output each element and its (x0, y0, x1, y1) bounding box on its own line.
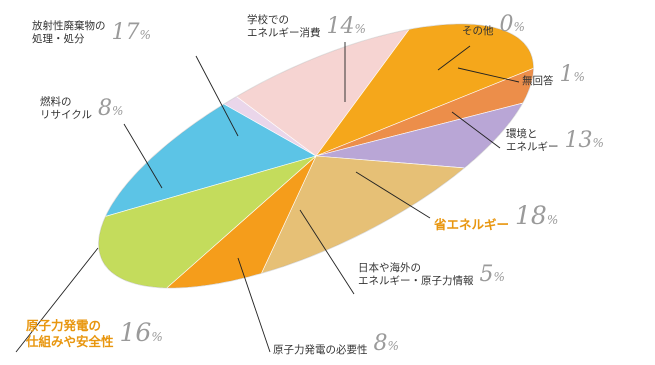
slice-value: 14 (326, 14, 355, 39)
slice-name-line: エネルギー (506, 141, 559, 153)
leader-line-waste (195, 55, 239, 137)
pie-slice-noanswer (223, 96, 317, 157)
slice-name-line: 処理・処分 (32, 33, 85, 45)
slice-name-line: エネルギー消費 (247, 27, 321, 39)
slice-percent: 8% (374, 333, 399, 357)
slice-label-saving: 省エネルギー 18% (434, 203, 558, 233)
slice-label-info: 日本や海外の エネルギー・原子力情報 5% (358, 262, 505, 288)
slice-percent: 1% (560, 64, 585, 88)
slice-name-line: リサイクル (40, 109, 92, 121)
pie-slice-school (104, 103, 317, 217)
percent-sign: % (592, 136, 604, 150)
slice-name-line: 学校での (247, 14, 289, 26)
slice-name: 学校での エネルギー消費 (247, 14, 321, 40)
percent-sign: % (493, 270, 505, 284)
slice-label-noanswer: 無回答 1% (522, 64, 585, 88)
pie-slice-waste (98, 155, 317, 289)
slice-value: 17 (111, 20, 140, 45)
slice-name: 燃料の リサイクル (40, 96, 92, 122)
slice-name-line: 日本や海外の (358, 262, 421, 274)
slice-value: 8 (97, 96, 112, 121)
slice-label-env: 環境と エネルギー 13% (506, 128, 604, 154)
pie-slice-env (235, 28, 410, 157)
slice-value: 0 (499, 12, 514, 37)
slice-name-line: 原子力発電の (26, 318, 102, 333)
slice-percent: 8% (98, 98, 123, 122)
leader-line-other (437, 45, 471, 71)
pie-slice-saving (315, 23, 534, 157)
slice-name-line: その他 (462, 25, 494, 37)
slice-name: 日本や海外の エネルギー・原子力情報 (358, 262, 474, 288)
slice-name: 原子力発電の必要性 (273, 344, 368, 357)
leader-line-env (451, 111, 501, 149)
percent-sign: % (546, 213, 559, 227)
pie-slice-info (315, 67, 534, 157)
leader-line-noanswer (457, 67, 520, 83)
leader-line-recycle (123, 123, 163, 189)
slice-percent: 14% (327, 16, 366, 40)
percent-sign: % (354, 22, 366, 36)
slice-name: 放射性廃棄物の 処理・処分 (32, 20, 106, 46)
slice-name: 原子力発電の 仕組みや安全性 (26, 318, 114, 350)
slice-percent: 13% (565, 130, 604, 154)
pie-slice-necessity (315, 102, 524, 169)
slice-name-line: 原子力発電の必要性 (273, 344, 368, 356)
slice-name-line: 燃料の (40, 96, 72, 108)
leader-line-mechanism (15, 247, 99, 353)
leader-line-necessity (237, 257, 271, 353)
slice-name-line: 仕組みや安全性 (26, 334, 114, 349)
slice-value: 18 (515, 201, 547, 230)
slice-name-line: 省エネルギー (434, 217, 510, 232)
slice-label-necessity: 原子力発電の必要性 8% (273, 333, 399, 357)
leader-line-info (299, 209, 355, 295)
slice-name-line: エネルギー・原子力情報 (358, 275, 474, 287)
slice-value: 16 (119, 318, 152, 347)
percent-sign: % (111, 104, 124, 118)
slice-label-school: 学校での エネルギー消費 14% (247, 14, 366, 40)
slice-name: 省エネルギー (434, 217, 509, 233)
slice-label-other: その他 0% (462, 14, 525, 38)
slice-label-mechanism: 原子力発電の 仕組みや安全性 16% (26, 318, 163, 350)
percent-sign: % (513, 20, 525, 34)
percent-sign: % (573, 70, 585, 84)
slice-name-line: 無回答 (522, 75, 554, 87)
slice-name: 無回答 (522, 75, 554, 88)
slice-percent: 0% (500, 14, 525, 38)
leader-line-saving (355, 171, 431, 219)
percent-sign: % (387, 339, 399, 353)
pie-slice-mechanism (260, 155, 466, 274)
slice-name: 環境と エネルギー (506, 128, 559, 154)
slice-value: 8 (373, 331, 388, 356)
percent-sign: % (139, 28, 151, 42)
slice-name-line: 環境と (506, 128, 538, 140)
slice-percent: 5% (480, 264, 505, 288)
slice-value: 13 (564, 128, 593, 153)
slice-label-recycle: 燃料の リサイクル 8% (40, 96, 123, 122)
percent-sign: % (151, 330, 163, 344)
slice-percent: 17% (112, 22, 151, 46)
slice-label-waste: 放射性廃棄物の 処理・処分 17% (32, 20, 151, 46)
slice-name-line: 放射性廃棄物の (32, 20, 106, 32)
slice-value: 5 (479, 262, 494, 287)
pie-rim (97, 23, 535, 289)
slice-percent: 16% (120, 320, 163, 350)
slice-name: その他 (462, 25, 494, 38)
slice-percent: 18% (515, 203, 558, 233)
slice-value: 1 (559, 62, 574, 87)
